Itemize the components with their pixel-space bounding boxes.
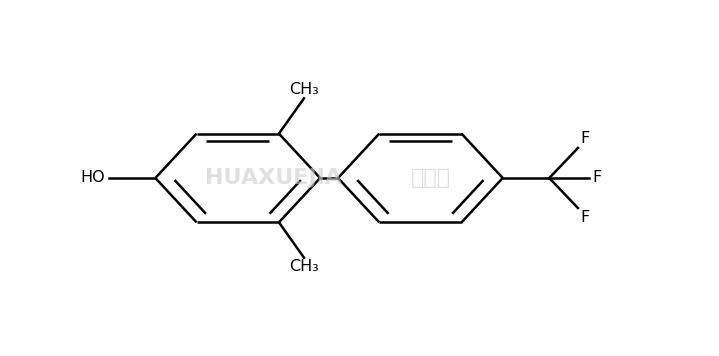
Text: 化学加: 化学加: [411, 168, 452, 188]
Text: F: F: [580, 131, 590, 146]
Text: HUAXUEJIA: HUAXUEJIA: [205, 168, 342, 188]
Text: HO: HO: [81, 171, 105, 185]
Text: CH₃: CH₃: [289, 260, 319, 274]
Text: F: F: [580, 210, 590, 225]
Text: CH₃: CH₃: [289, 82, 319, 96]
Text: F: F: [592, 171, 602, 185]
